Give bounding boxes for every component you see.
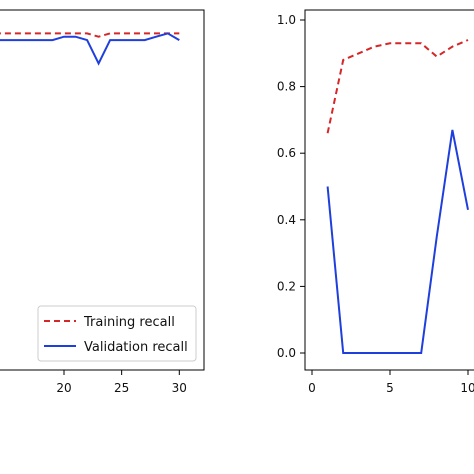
- right-xtick-label: 5: [386, 381, 394, 395]
- right-xtick-label: 10: [460, 381, 474, 395]
- right-ytick-label: 0.6: [277, 146, 296, 160]
- right-ytick-label: 0.0: [277, 346, 296, 360]
- left-training-recall-line: [0, 32, 180, 38]
- left-xtick-label: 25: [114, 381, 129, 395]
- left-plot-frame: [0, 9, 205, 371]
- legend-training-label: Training recall: [83, 315, 175, 330]
- right-ytick-label: 1.0: [277, 13, 296, 27]
- right-plot: 0 5 10 0.0 0.2 0.4 0.6 0.8 1.0: [277, 9, 474, 395]
- right-plot-frame: [304, 9, 474, 371]
- left-xtick-label: 30: [172, 381, 187, 395]
- left-plot: 20 25 30 Training recall Validation recall: [0, 9, 205, 395]
- right-ytick-label: 0.8: [277, 80, 296, 94]
- legend: Training recall Validation recall: [37, 305, 197, 362]
- left-validation-recall-line: [0, 32, 180, 66]
- legend-validation-label: Validation recall: [84, 340, 188, 355]
- legend-box: [37, 305, 197, 362]
- right-ytick-label: 0.4: [277, 213, 296, 227]
- left-xtick-label: 20: [56, 381, 71, 395]
- right-validation-recall-line: [326, 129, 469, 354]
- right-ytick-label: 0.2: [277, 279, 296, 293]
- right-training-recall-line: [326, 39, 469, 134]
- right-xtick-label: 0: [308, 381, 316, 395]
